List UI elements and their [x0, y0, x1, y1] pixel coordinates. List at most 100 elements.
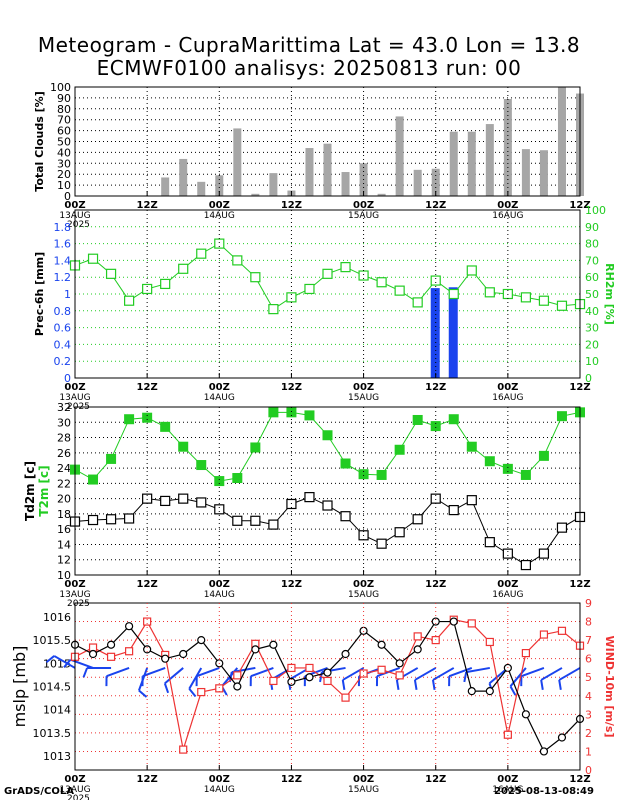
cloud-bar [341, 172, 350, 196]
t2m-point [556, 411, 567, 422]
t2m-point [106, 453, 117, 464]
x-tick-label: 12Z [569, 774, 590, 785]
cloud-bar [215, 175, 224, 196]
y-right-tick-label: 3 [585, 708, 592, 721]
mslp-point [467, 687, 476, 696]
y-right-tick-label: 100 [585, 204, 606, 217]
wind-barb-feather [413, 679, 418, 690]
td2m-point [214, 504, 225, 515]
t2m-point [448, 414, 459, 425]
td2m-point [87, 514, 99, 526]
x-tick-label: 12Z [137, 579, 158, 590]
y-tick-label: 22 [57, 477, 71, 490]
wind-barb-feather [63, 659, 72, 668]
y-tick-label: 20 [57, 168, 71, 181]
wind-barb-feather [558, 679, 562, 690]
y-tick-label: 0 [64, 372, 71, 385]
x-tick-label: 00Z [64, 200, 85, 211]
rh-point [286, 292, 297, 303]
x-tick-label: 00Z [64, 382, 85, 393]
mslp-point [269, 640, 278, 649]
x-tick-label: 00Z [497, 579, 518, 590]
y-tick-label: 32 [57, 401, 71, 414]
wind-point [341, 693, 350, 702]
x-year-label: 2025 [67, 599, 90, 609]
t2m-point [250, 442, 261, 453]
x-date-label: 13AUG [59, 393, 90, 403]
wind-point [323, 676, 332, 686]
mslp-point [539, 747, 549, 756]
mslp-point [251, 645, 260, 654]
y-tick-label: 1016 [43, 611, 71, 624]
t2m-point [178, 441, 189, 452]
rh-point [178, 263, 189, 274]
wind-point [143, 617, 152, 626]
y-tick-label: 1013.5 [33, 727, 72, 740]
td2m-point [520, 559, 531, 571]
wind-point [179, 745, 188, 754]
y-tick-label: 12 [57, 554, 71, 567]
x-tick-label: 12Z [425, 774, 446, 785]
cloud-bar [161, 177, 170, 196]
cloud-bar [377, 193, 386, 196]
y-right-tick-label: 9 [585, 597, 592, 610]
y-axis-label-t2m: T2m [c] [37, 465, 51, 516]
x-date-label: 15AUG [348, 785, 379, 795]
mslp-point [395, 659, 404, 668]
y-tick-label: 1.8 [54, 221, 72, 234]
title-line-2: ECMWF0100 analisys: 20250813 run: 00 [96, 56, 522, 80]
wind-barb [432, 667, 455, 681]
mslp-point [197, 636, 206, 645]
y-right-tick-label: 70 [585, 254, 599, 267]
y-right-tick-label: 8 [585, 616, 592, 629]
wind-point [305, 663, 314, 673]
x-tick-label: 12Z [281, 382, 302, 393]
wind-barb [164, 667, 184, 685]
td2m-point [268, 519, 279, 530]
x-date-label: 13AUG [59, 785, 90, 795]
rh-point [394, 285, 405, 296]
x-tick-label: 00Z [209, 579, 230, 590]
wind-barb-feather [163, 683, 170, 694]
t2m-point [394, 444, 405, 455]
rh-point [268, 304, 279, 315]
t2m-point [142, 412, 153, 423]
cloud-bar [269, 173, 278, 196]
wind-barb [196, 667, 220, 678]
rh-point [322, 268, 333, 279]
td2m-point [538, 548, 550, 559]
x-date-label: 14AUG [204, 211, 235, 221]
y-tick-label: 40 [57, 146, 71, 159]
wind-point [431, 636, 440, 645]
x-date-label: 14AUG [204, 785, 235, 795]
td2m-point [105, 514, 117, 525]
x-tick-label: 12Z [281, 200, 302, 211]
precip-bar [448, 287, 458, 378]
x-year-label: 2025 [67, 220, 90, 230]
wind-point [197, 687, 206, 697]
rh-point [430, 275, 441, 286]
cloud-bar [413, 169, 422, 196]
t2m-point [538, 450, 549, 461]
mslp-point [341, 649, 350, 659]
y-right-tick-label: 40 [585, 305, 599, 318]
x-tick-label: 00Z [497, 774, 518, 785]
cloud-bar [539, 150, 548, 196]
wind-barb-feather [341, 679, 346, 690]
y-right-tick-label: 0 [585, 372, 592, 385]
rh-point [448, 288, 459, 300]
t2m-point [520, 469, 531, 480]
wind-barb [70, 658, 94, 669]
y-tick-label: 1.2 [54, 271, 72, 284]
cloud-bar [305, 148, 314, 196]
rh-point [105, 268, 117, 279]
wind-barb [466, 666, 490, 674]
t2m-point [322, 430, 333, 441]
y-right-axis-label: WIND-10m [m/s] [603, 635, 616, 737]
wind-point [557, 626, 567, 635]
x-tick-label: 12Z [425, 200, 446, 211]
x-date-label: 16AUG [492, 785, 523, 795]
t2m-point [196, 460, 207, 471]
cloud-bar [395, 116, 404, 196]
y-tick-label: 30 [57, 416, 71, 429]
